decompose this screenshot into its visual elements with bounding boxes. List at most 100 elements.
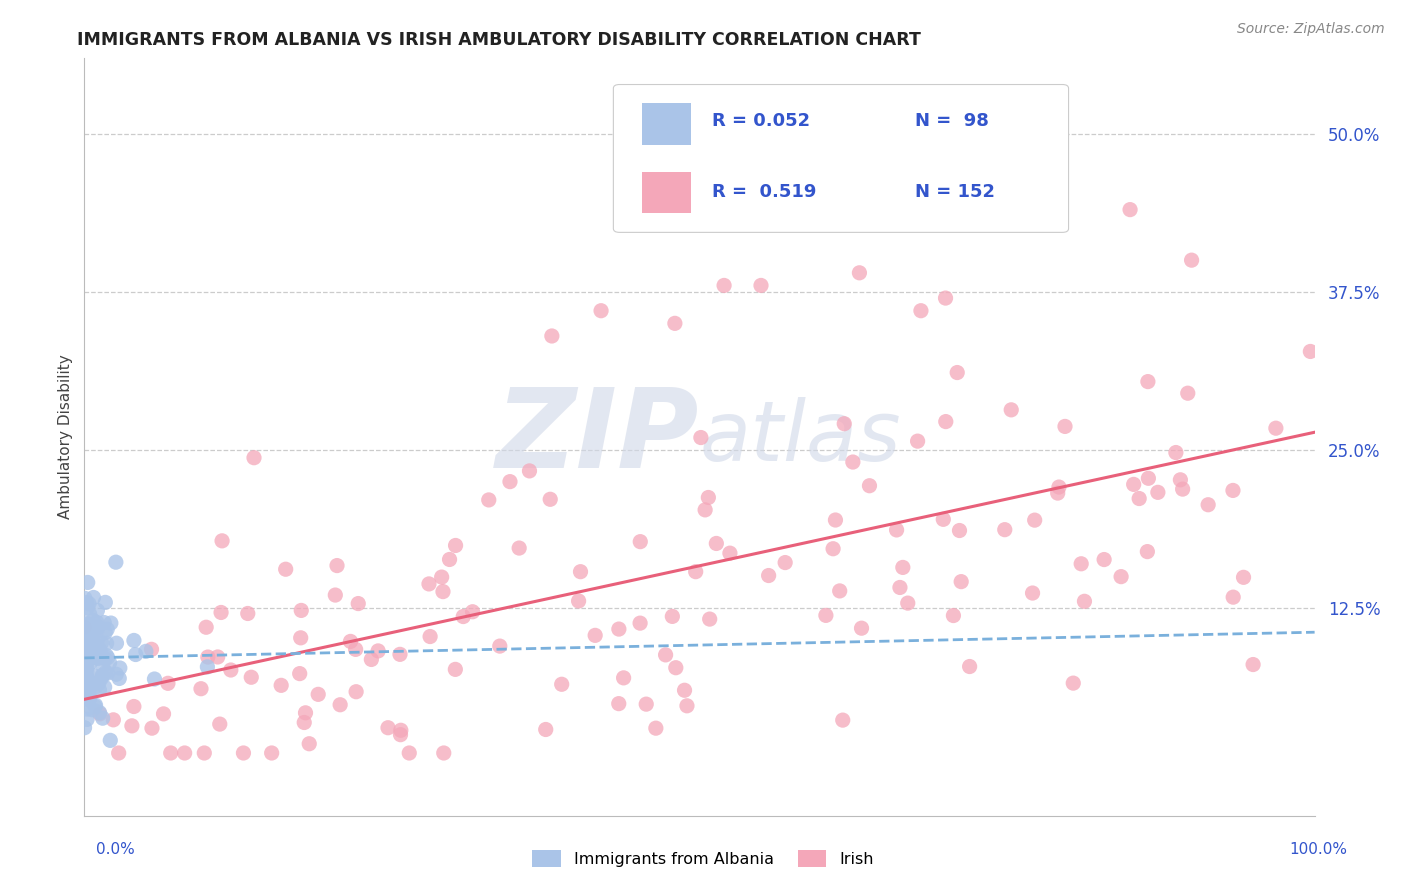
Point: [211, 533, 233, 548]
Point: [73, 591, 96, 606]
Point: [96, 622, 118, 636]
Point: [644, 721, 666, 735]
Point: [628, 616, 651, 631]
Point: [1171, 482, 1194, 496]
FancyBboxPatch shape: [613, 85, 1069, 232]
Point: [103, 713, 125, 727]
Point: [1164, 445, 1187, 459]
Point: [79, 636, 101, 650]
Point: [86, 621, 108, 635]
Point: [298, 737, 321, 751]
Point: [697, 491, 720, 505]
Point: [1109, 569, 1132, 583]
Point: [173, 746, 195, 760]
Point: [538, 492, 561, 507]
Point: [193, 746, 215, 760]
Point: [418, 577, 440, 591]
Point: [1299, 344, 1322, 359]
Text: 100.0%: 100.0%: [1289, 842, 1347, 856]
Point: [75, 619, 97, 633]
FancyBboxPatch shape: [641, 103, 690, 145]
Point: [1070, 557, 1092, 571]
Text: R =  0.519: R = 0.519: [711, 183, 815, 202]
Point: [86, 603, 108, 617]
Point: [90, 671, 112, 685]
Point: [73, 686, 96, 700]
Point: [676, 698, 699, 713]
Point: [76, 622, 98, 636]
Point: [932, 512, 955, 526]
Text: N =  98: N = 98: [915, 112, 988, 130]
Point: [1000, 402, 1022, 417]
Point: [89, 648, 111, 663]
Point: [219, 663, 242, 677]
Point: [84, 645, 107, 659]
Point: [1046, 486, 1069, 500]
Point: [451, 609, 474, 624]
Point: [94, 665, 117, 680]
Point: [91, 711, 114, 725]
Point: [290, 603, 312, 617]
Point: [96, 636, 118, 650]
Point: [135, 644, 157, 658]
Point: [232, 746, 254, 760]
Point: [122, 633, 145, 648]
Point: [636, 697, 658, 711]
Point: [108, 661, 131, 675]
Point: [236, 607, 259, 621]
Point: [1222, 483, 1244, 498]
Point: [87, 640, 110, 655]
Point: [664, 317, 686, 331]
Point: [673, 683, 696, 698]
Point: [1062, 676, 1084, 690]
Text: IMMIGRANTS FROM ALBANIA VS IRISH AMBULATORY DISABILITY CORRELATION CHART: IMMIGRANTS FROM ALBANIA VS IRISH AMBULAT…: [77, 31, 921, 49]
Point: [76, 665, 98, 680]
Point: [82, 632, 104, 647]
Point: [541, 329, 564, 343]
Point: [94, 595, 117, 609]
Point: [76, 648, 98, 662]
Point: [93, 615, 115, 630]
Point: [842, 455, 865, 469]
Point: [82, 668, 104, 682]
Point: [773, 556, 796, 570]
Point: [583, 628, 606, 642]
Point: [73, 721, 96, 735]
Point: [73, 667, 96, 681]
Point: [79, 630, 101, 644]
Y-axis label: Ambulatory Disability: Ambulatory Disability: [58, 355, 73, 519]
Point: [270, 678, 292, 692]
Point: [77, 692, 100, 706]
Point: [77, 680, 100, 694]
Point: [689, 431, 711, 445]
Point: [1222, 590, 1244, 604]
Point: [1136, 544, 1159, 558]
Point: [858, 479, 880, 493]
Point: [568, 594, 591, 608]
Point: [1147, 485, 1170, 500]
Point: [891, 560, 914, 574]
Point: [886, 523, 908, 537]
Point: [75, 657, 97, 671]
Point: [398, 746, 420, 760]
Point: [329, 698, 352, 712]
Point: [607, 697, 630, 711]
Point: [124, 648, 146, 662]
Point: [569, 565, 592, 579]
Point: [94, 652, 117, 666]
Point: [83, 591, 105, 605]
Point: [141, 721, 163, 735]
Point: [713, 278, 735, 293]
Point: [156, 676, 179, 690]
Point: [461, 605, 484, 619]
Point: [950, 574, 973, 589]
Point: [76, 712, 98, 726]
Point: [77, 597, 100, 611]
Point: [274, 562, 297, 576]
Point: [534, 723, 557, 737]
Point: [1021, 586, 1043, 600]
Point: [699, 612, 721, 626]
Point: [77, 648, 100, 663]
Point: [430, 570, 453, 584]
Point: [1197, 498, 1219, 512]
